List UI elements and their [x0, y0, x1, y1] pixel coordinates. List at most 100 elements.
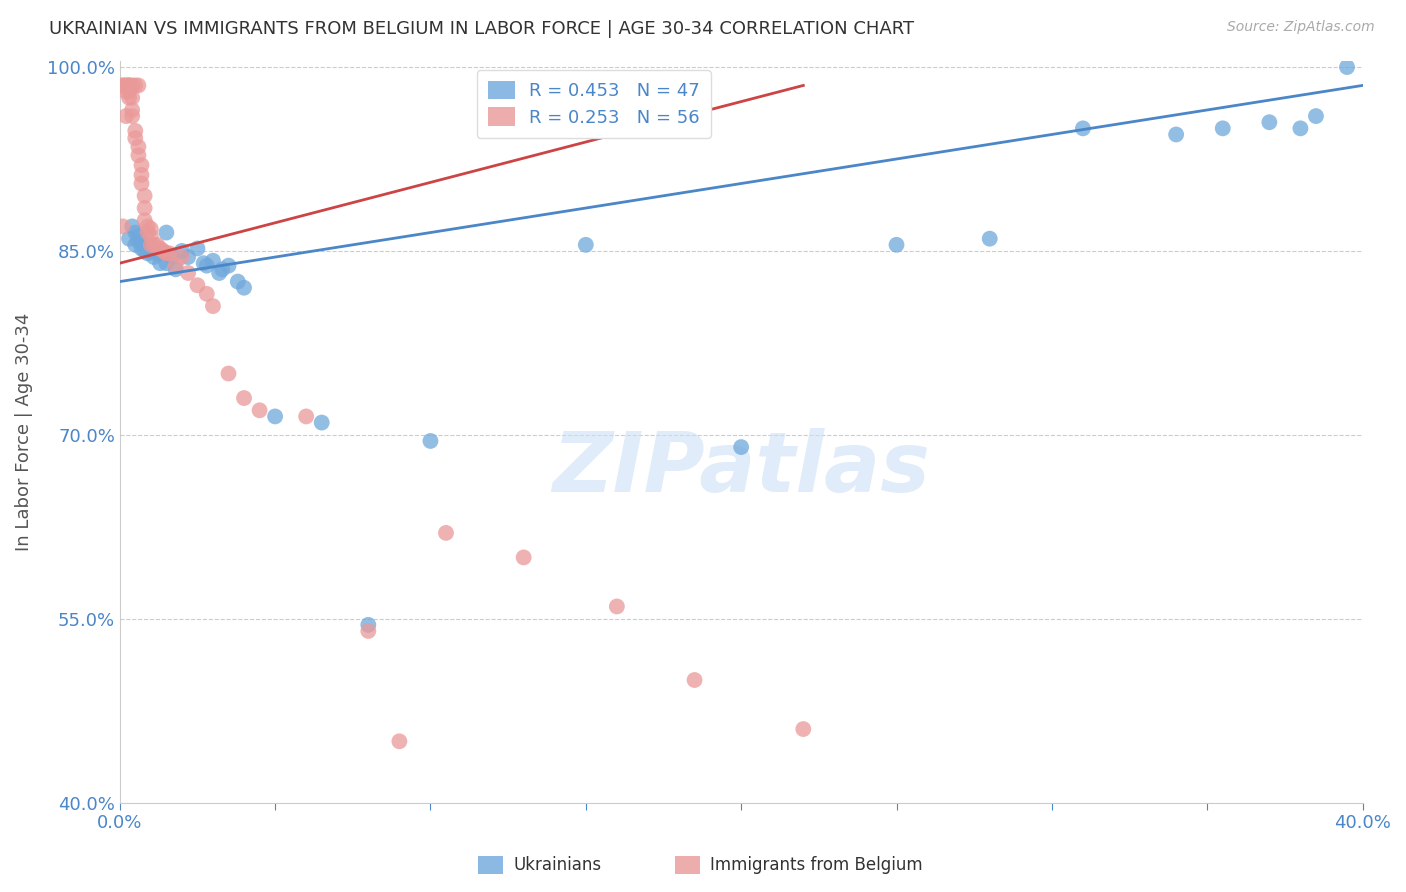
Point	[155, 246, 177, 260]
Point	[226, 275, 249, 289]
Point	[155, 226, 177, 240]
Point	[162, 250, 184, 264]
Point	[131, 158, 153, 172]
Point	[134, 237, 156, 252]
Point	[159, 246, 181, 260]
Point	[218, 367, 240, 381]
Point	[146, 246, 169, 260]
Point	[201, 299, 224, 313]
Point	[357, 624, 380, 638]
Point	[434, 525, 457, 540]
Point	[142, 237, 165, 252]
Point	[131, 168, 153, 182]
Point	[127, 148, 149, 162]
Point	[1212, 121, 1234, 136]
Point	[146, 237, 169, 252]
Point	[1305, 109, 1327, 123]
Point	[1071, 121, 1094, 136]
Point	[134, 201, 156, 215]
Point	[357, 617, 380, 632]
Point	[121, 78, 143, 93]
Point	[115, 109, 138, 123]
Point	[139, 244, 162, 258]
Point	[170, 250, 193, 264]
Point	[139, 229, 162, 244]
Point	[149, 256, 172, 270]
Point	[211, 262, 233, 277]
Point	[118, 91, 141, 105]
Point	[195, 286, 218, 301]
Point	[118, 78, 141, 93]
Point	[121, 91, 143, 105]
Point	[233, 391, 256, 405]
Point	[118, 232, 141, 246]
Point	[131, 242, 153, 256]
Point	[115, 78, 138, 93]
Point	[201, 253, 224, 268]
Point	[136, 240, 159, 254]
Point	[152, 244, 174, 258]
Point	[136, 246, 159, 260]
Point	[311, 416, 333, 430]
Point	[512, 550, 534, 565]
Point	[195, 259, 218, 273]
Point	[115, 85, 138, 99]
Point	[136, 219, 159, 234]
Point	[124, 124, 146, 138]
Point	[1166, 128, 1188, 142]
Point	[127, 140, 149, 154]
Point	[142, 250, 165, 264]
Point	[177, 250, 200, 264]
Point	[186, 278, 208, 293]
Legend: R = 0.453   N = 47, R = 0.253   N = 56: R = 0.453 N = 47, R = 0.253 N = 56	[477, 70, 710, 137]
Point	[606, 599, 628, 614]
Point	[575, 237, 598, 252]
Point	[134, 188, 156, 202]
Point	[121, 109, 143, 123]
Point	[264, 409, 287, 424]
Point	[111, 78, 134, 93]
Text: ZIPatlas: ZIPatlas	[553, 428, 931, 509]
Y-axis label: In Labor Force | Age 30-34: In Labor Force | Age 30-34	[15, 312, 32, 551]
Point	[111, 219, 134, 234]
Point	[193, 256, 215, 270]
Text: UKRAINIAN VS IMMIGRANTS FROM BELGIUM IN LABOR FORCE | AGE 30-34 CORRELATION CHAR: UKRAINIAN VS IMMIGRANTS FROM BELGIUM IN …	[49, 20, 914, 37]
Point	[792, 722, 814, 736]
Point	[149, 242, 172, 256]
Point	[165, 259, 187, 273]
Point	[134, 244, 156, 258]
Point	[139, 237, 162, 252]
Point	[124, 131, 146, 145]
Point	[136, 226, 159, 240]
Point	[155, 256, 177, 270]
Point	[1336, 60, 1358, 74]
Point	[177, 266, 200, 280]
Point	[127, 229, 149, 244]
Point	[134, 213, 156, 227]
Text: Immigrants from Belgium: Immigrants from Belgium	[710, 855, 922, 873]
Point	[121, 219, 143, 234]
Point	[118, 85, 141, 99]
Point	[131, 177, 153, 191]
Text: Source: ZipAtlas.com: Source: ZipAtlas.com	[1227, 20, 1375, 34]
Point	[1258, 115, 1281, 129]
Point	[121, 103, 143, 117]
Text: Ukrainians: Ukrainians	[513, 855, 602, 873]
Point	[170, 244, 193, 258]
Point	[118, 78, 141, 93]
Point	[118, 78, 141, 93]
Point	[186, 242, 208, 256]
Point	[683, 673, 706, 687]
Point	[1289, 121, 1312, 136]
Point	[165, 262, 187, 277]
Point	[218, 259, 240, 273]
Point	[127, 78, 149, 93]
Point	[388, 734, 411, 748]
Point	[295, 409, 318, 424]
Point	[124, 226, 146, 240]
Point	[979, 232, 1001, 246]
Point	[124, 237, 146, 252]
Point	[111, 78, 134, 93]
Point	[730, 440, 752, 454]
Point	[249, 403, 271, 417]
